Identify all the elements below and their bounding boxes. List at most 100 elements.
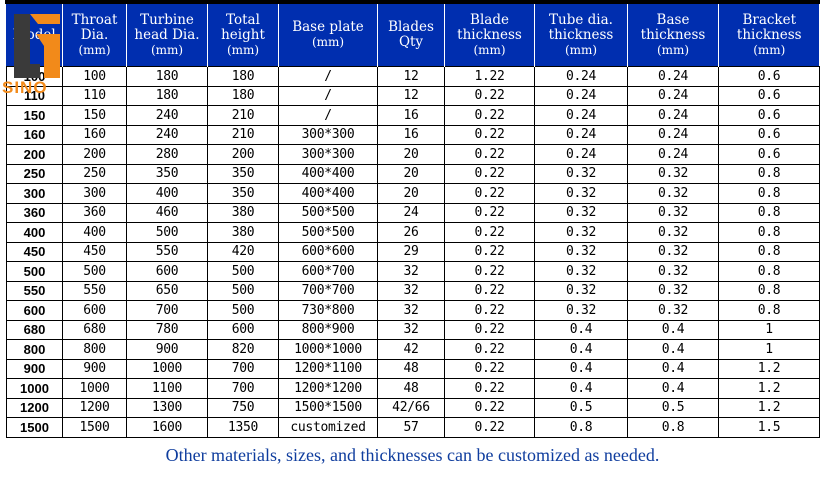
table-cell: 900: [62, 358, 127, 379]
table-cell: 0.32: [534, 280, 628, 301]
table-cell: 0.22: [444, 319, 535, 340]
table-cell: 1: [718, 339, 820, 360]
table-cell: 0.8: [718, 183, 820, 204]
table-cell: 300*300: [278, 144, 378, 165]
table-cell: 250: [62, 163, 127, 184]
header-row: Model Throat Dia. (mm) Turbine head Dia.(…: [7, 4, 820, 67]
table-cell: 900: [126, 339, 208, 360]
table-cell: 460: [126, 202, 208, 223]
table-cell: 0.22: [444, 280, 535, 301]
table-row: 680 680 780 600 800*900 32 0.22 0.4 0.4 1: [6, 319, 820, 340]
table-cell: 1200: [62, 397, 127, 418]
table-cell: 0.32: [534, 163, 628, 184]
model-cell: 1000: [6, 378, 63, 399]
table-cell: 500: [207, 300, 279, 321]
table-row: 550 550 650 500 700*700 32 0.22 0.32 0.32 0.8: [6, 280, 820, 301]
table-cell: 0.32: [627, 300, 719, 321]
table-cell: 210: [207, 124, 279, 145]
table-cell: 0.24: [627, 124, 719, 145]
table-cell: 1.2: [718, 358, 820, 379]
sino-logo-icon: [14, 14, 60, 78]
table-row: 900 900 1000 700 1200*1100 48 0.22 0.4 0.4 1.2: [6, 358, 820, 379]
top-border: [5, 0, 820, 4]
table-row: 1200 1200 1300 750 1500*1500 42/66 0.22 0.5 0.5 1…: [6, 397, 820, 418]
table-cell: customized: [278, 417, 378, 438]
table-row: 1500 1500 1600 1350 customized 57 0.22 0.8 0.8 1.…: [6, 417, 820, 438]
model-cell: 160: [6, 124, 63, 145]
table-row: 500 500 600 500 600*700 32 0.22 0.32 0.32 0.8: [6, 261, 820, 282]
model-cell: 600: [6, 300, 63, 321]
table-cell: 0.22: [444, 124, 535, 145]
table-cell: 0.24: [627, 144, 719, 165]
model-cell: 900: [6, 358, 63, 379]
table-cell: 380: [207, 222, 279, 243]
table-cell: 400: [126, 183, 208, 204]
table-cell: 0.32: [627, 202, 719, 223]
table-row: 150 150 240 210/16 0.22 0.24 0.24 0.6: [6, 105, 820, 126]
table-row: 250 250 350 350 400*400 20 0.22 0.32 0.32 0.8: [6, 163, 820, 184]
model-cell: 360: [6, 202, 63, 223]
table-cell: 0.32: [534, 183, 628, 204]
table-cell: 20: [377, 144, 445, 165]
table-cell: 700: [126, 300, 208, 321]
table-cell: 240: [126, 105, 208, 126]
table-cell: 350: [207, 183, 279, 204]
table-cell: 300: [62, 183, 127, 204]
table-cell: 48: [377, 358, 445, 379]
table-cell: 750: [207, 397, 279, 418]
table-cell: 20: [377, 163, 445, 184]
footer-note: Other materials, sizes, and thicknesses …: [165, 445, 660, 465]
table-cell: 0.6: [718, 144, 820, 165]
table-cell: 0.8: [718, 261, 820, 282]
table-cell: 180: [207, 66, 279, 87]
table-row: 600 600 700 500 730*800 32 0.22 0.32 0.32 0.8: [6, 300, 820, 321]
table-cell: 500: [62, 261, 127, 282]
table-cell: 1.22: [444, 66, 535, 87]
table-cell: 0.6: [718, 105, 820, 126]
table-cell: 550: [126, 241, 208, 262]
table-cell: 350: [126, 163, 208, 184]
model-cell: 500: [6, 261, 63, 282]
table-cell: 0.4: [534, 339, 628, 360]
table-cell: 500: [207, 280, 279, 301]
table-cell: 780: [126, 319, 208, 340]
table-cell: 150: [62, 105, 127, 126]
table-cell: 600*600: [278, 241, 378, 262]
table-cell: 700: [207, 378, 279, 399]
table-row: 450 450 550 420 600*600 29 0.22 0.32 0.32 0.8: [6, 241, 820, 262]
table-cell: 280: [126, 144, 208, 165]
table-cell: 600*700: [278, 261, 378, 282]
table-cell: 0.32: [627, 280, 719, 301]
table-cell: 1000*1000: [278, 339, 378, 360]
header-bracket-thickness: Bracket thickness (mm): [718, 4, 820, 67]
table-cell: 820: [207, 339, 279, 360]
table-cell: 0.4: [534, 319, 628, 340]
table-cell: 1000: [126, 358, 208, 379]
table-cell: 800*900: [278, 319, 378, 340]
table-cell: 500*500: [278, 222, 378, 243]
table-cell: 16: [377, 124, 445, 145]
logo-text: SINO: [2, 78, 48, 97]
model-cell: 550: [6, 280, 63, 301]
table-cell: 400*400: [278, 183, 378, 204]
table-cell: 350: [207, 163, 279, 184]
table-cell: 550: [62, 280, 127, 301]
table-cell: 180: [126, 85, 208, 106]
table-cell: /: [278, 85, 378, 106]
table-cell: 1200*1200: [278, 378, 378, 399]
model-cell: 1200: [6, 397, 63, 418]
table-cell: 180: [207, 85, 279, 106]
table-cell: 0.22: [444, 397, 535, 418]
table-cell: 680: [62, 319, 127, 340]
table-cell: 0.8: [718, 222, 820, 243]
table-cell: 0.24: [534, 85, 628, 106]
header-blades: Blades Qty: [377, 4, 445, 67]
table-cell: 0.4: [627, 339, 719, 360]
table-cell: 32: [377, 280, 445, 301]
table-cell: 700: [207, 358, 279, 379]
table-cell: 0.22: [444, 358, 535, 379]
table-cell: 0.22: [444, 261, 535, 282]
header-turbine: Turbine head Dia. (mm): [126, 4, 208, 67]
table-cell: 650: [126, 280, 208, 301]
table-cell: 0.8: [627, 417, 719, 438]
